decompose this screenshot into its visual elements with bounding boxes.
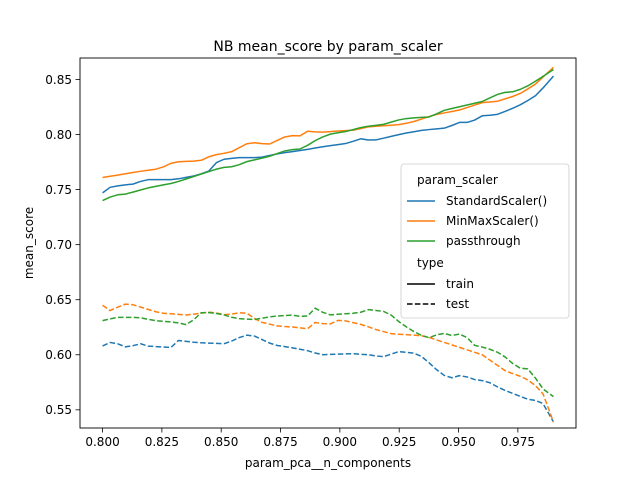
y-tick-label: 0.65: [45, 293, 72, 307]
series-line-minmaxscaler-train: [102, 66, 554, 179]
legend-label-standardscaler: StandardScaler(): [446, 194, 547, 208]
chart-title: NB mean_score by param_scaler: [213, 39, 442, 55]
legend-label-train: train: [446, 277, 474, 291]
legend-hue-title: param_scaler: [417, 173, 498, 187]
plot-frame: [79, 57, 577, 429]
plot-lines: [102, 66, 555, 423]
series-line-passthrough-test: [102, 307, 554, 398]
x-tick-label: 0.925: [382, 435, 416, 449]
y-tick-label: 0.75: [45, 183, 72, 197]
x-tick-label: 0.975: [501, 435, 535, 449]
x-axis-label: param_pca__n_components: [245, 456, 411, 470]
legend: param_scaler StandardScaler() MinMaxScal…: [400, 163, 570, 319]
series-line-passthrough-train: [102, 68, 554, 202]
x-tick-label: 0.950: [441, 435, 475, 449]
y-tick-label: 0.55: [45, 403, 72, 417]
y-tick-label: 0.70: [45, 238, 72, 252]
y-axis-ticks: 0.55 0.60 0.65 0.70 0.75 0.80 0.85: [45, 73, 80, 417]
legend-label-test: test: [446, 297, 469, 311]
legend-label-minmaxscaler: MinMaxScaler(): [446, 214, 539, 228]
x-tick-label: 0.900: [323, 435, 357, 449]
y-axis-label: mean_score: [22, 207, 36, 279]
y-tick-label: 0.85: [45, 73, 72, 87]
y-tick-label: 0.60: [45, 348, 72, 362]
x-tick-label: 0.800: [85, 435, 119, 449]
x-tick-label: 0.850: [204, 435, 238, 449]
series-line-standardscaler-train: [102, 75, 555, 194]
y-tick-label: 0.80: [45, 128, 72, 142]
legend-style-title: type: [417, 256, 444, 270]
x-axis-ticks: 0.800 0.825 0.850 0.875 0.900 0.925 0.950 0.975: [85, 428, 535, 449]
legend-label-passthrough: passthrough: [446, 234, 521, 248]
series-line-standardscaler-test: [102, 334, 555, 423]
x-tick-label: 0.875: [263, 435, 297, 449]
series-line-minmaxscaler-test: [102, 303, 555, 423]
x-tick-label: 0.825: [145, 435, 179, 449]
legend-frame: [400, 163, 570, 319]
